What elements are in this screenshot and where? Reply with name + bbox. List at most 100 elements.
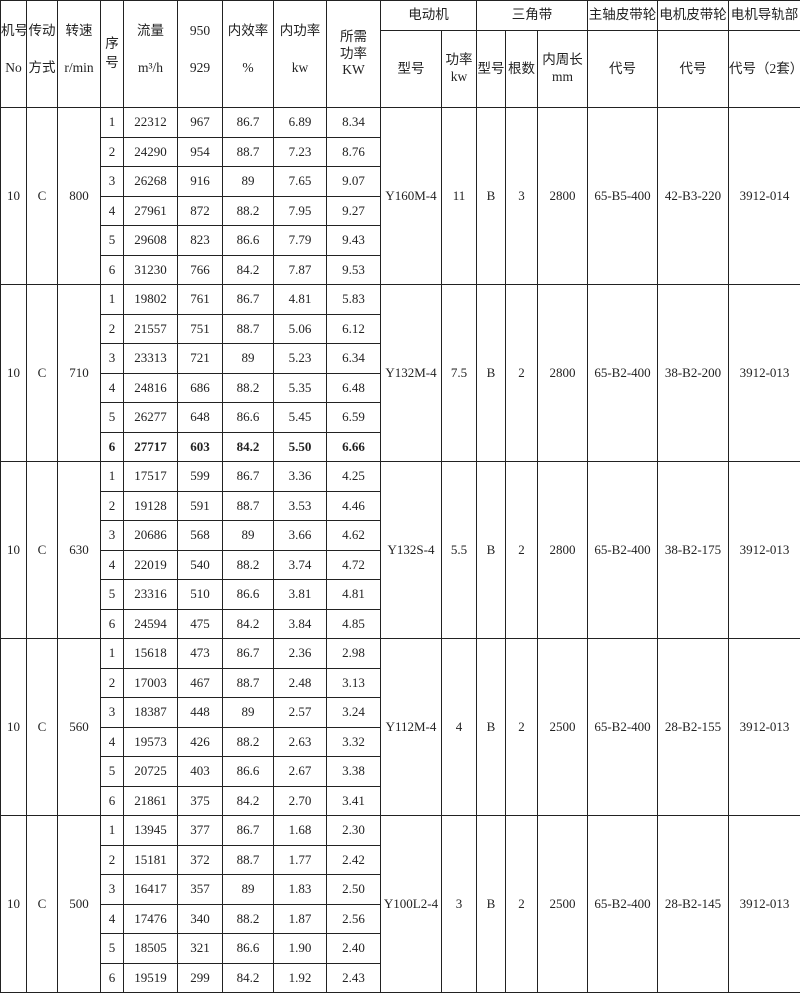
machine-no-cell: 10 bbox=[0, 107, 27, 285]
pressure-cell: 599 bbox=[177, 461, 223, 492]
power-cell: 2.48 bbox=[273, 667, 327, 698]
flow-cell: 17517 bbox=[123, 461, 178, 492]
power-cell: 1.68 bbox=[273, 815, 327, 846]
seq-cell: 4 bbox=[100, 372, 124, 403]
header-motor-pulley: 电机皮带轮 bbox=[657, 0, 730, 31]
header-motor-rail-code: 代号（2套） bbox=[728, 30, 800, 108]
header-motor-model: 型号 bbox=[380, 30, 442, 108]
flow-cell: 13945 bbox=[123, 815, 178, 846]
belt-model-cell: B bbox=[476, 815, 506, 993]
belt-length-cell: 2800 bbox=[536, 461, 589, 639]
required-power-cell: 2.98 bbox=[326, 638, 381, 669]
flow-cell: 18387 bbox=[123, 697, 178, 728]
motor-pulley-cell: 38-B2-175 bbox=[657, 461, 730, 639]
efficiency-cell: 86.7 bbox=[222, 107, 274, 138]
required-power-cell: 3.24 bbox=[326, 697, 381, 728]
required-power-cell: 2.30 bbox=[326, 815, 381, 846]
motor-power-cell: 4 bbox=[441, 638, 477, 816]
required-power-cell: 8.76 bbox=[326, 136, 381, 167]
seq-cell: 2 bbox=[100, 313, 124, 344]
table-row: 6 19519 299 84.2 1.92 2.43 bbox=[1, 962, 800, 993]
efficiency-cell: 88.2 bbox=[222, 726, 274, 757]
flow-cell: 19802 bbox=[123, 284, 178, 315]
flow-cell: 22019 bbox=[123, 549, 178, 580]
speed-cell: 800 bbox=[57, 107, 101, 285]
pressure-cell: 375 bbox=[177, 785, 223, 816]
seq-cell: 1 bbox=[100, 815, 124, 846]
required-power-cell: 6.12 bbox=[326, 313, 381, 344]
header-belt-model: 型号 bbox=[476, 30, 506, 108]
header-spindle-pulley: 主轴皮带轮 bbox=[587, 0, 659, 31]
pressure-cell: 766 bbox=[177, 254, 223, 285]
table-row: 3 26268 916 89 7.65 9.07 bbox=[1, 166, 800, 197]
power-cell: 3.36 bbox=[273, 461, 327, 492]
pressure-cell: 403 bbox=[177, 756, 223, 787]
seq-cell: 1 bbox=[100, 638, 124, 669]
table-row: 10 C 560 1 15618 473 86.7 2.36 2.98 Y112M-4 4 B 2 250… bbox=[0, 638, 800, 816]
power-cell: 7.87 bbox=[273, 254, 327, 285]
pressure-cell: 426 bbox=[177, 726, 223, 757]
pressure-cell: 872 bbox=[177, 195, 223, 226]
belt-count-cell: 2 bbox=[505, 284, 538, 462]
required-power-cell: 2.40 bbox=[326, 933, 381, 964]
power-cell: 1.90 bbox=[273, 933, 327, 964]
seq-cell: 1 bbox=[100, 107, 124, 138]
power-cell: 3.81 bbox=[273, 579, 327, 610]
seq-cell: 2 bbox=[100, 844, 124, 875]
table-row: 4 27961 872 88.2 7.95 9.27 bbox=[1, 195, 800, 226]
header-spindle-pulley-code: 代号 bbox=[587, 30, 659, 108]
spindle-pulley-cell: 65-B2-400 bbox=[587, 461, 659, 639]
table-row: 5 23316 510 86.6 3.81 4.81 bbox=[1, 579, 800, 610]
pressure-cell: 473 bbox=[177, 638, 223, 669]
seq-cell: 6 bbox=[100, 254, 124, 285]
motor-rail-cell: 3912-013 bbox=[728, 638, 800, 816]
flow-cell: 27961 bbox=[123, 195, 178, 226]
pressure-cell: 721 bbox=[177, 343, 223, 374]
header-power: 内功率 kw bbox=[273, 0, 327, 108]
seq-cell: 4 bbox=[100, 726, 124, 757]
drive-cell: C bbox=[26, 815, 58, 993]
efficiency-cell: 88.7 bbox=[222, 490, 274, 521]
efficiency-cell: 86.6 bbox=[222, 402, 274, 433]
motor-pulley-cell: 38-B2-200 bbox=[657, 284, 730, 462]
flow-cell: 26268 bbox=[123, 166, 178, 197]
required-power-cell: 9.43 bbox=[326, 225, 381, 256]
header-belt-count: 根数 bbox=[505, 30, 538, 108]
pressure-cell: 591 bbox=[177, 490, 223, 521]
flow-cell: 26277 bbox=[123, 402, 178, 433]
efficiency-cell: 84.2 bbox=[222, 608, 274, 639]
required-power-cell: 9.07 bbox=[326, 166, 381, 197]
table-row: 5 26277 648 86.6 5.45 6.59 bbox=[1, 402, 800, 433]
header-seq: 序号 bbox=[100, 0, 124, 108]
efficiency-cell: 88.7 bbox=[222, 667, 274, 698]
pressure-cell: 603 bbox=[177, 431, 223, 462]
header-drive: 传动 方式 bbox=[26, 0, 58, 108]
header-machine-no: 机号 No bbox=[0, 0, 27, 108]
flow-cell: 19519 bbox=[123, 962, 178, 993]
efficiency-cell: 88.7 bbox=[222, 136, 274, 167]
efficiency-cell: 84.2 bbox=[222, 254, 274, 285]
pressure-cell: 377 bbox=[177, 815, 223, 846]
power-cell: 1.83 bbox=[273, 874, 327, 905]
header-required-power: 所需 功率 KW bbox=[326, 0, 381, 108]
spindle-pulley-cell: 65-B5-400 bbox=[587, 107, 659, 285]
motor-pulley-cell: 42-B3-220 bbox=[657, 107, 730, 285]
belt-count-cell: 3 bbox=[505, 107, 538, 285]
efficiency-cell: 86.6 bbox=[222, 225, 274, 256]
belt-length-cell: 2500 bbox=[536, 638, 589, 816]
efficiency-cell: 84.2 bbox=[222, 431, 274, 462]
pressure-cell: 299 bbox=[177, 962, 223, 993]
required-power-cell: 6.48 bbox=[326, 372, 381, 403]
flow-cell: 23316 bbox=[123, 579, 178, 610]
table-row: 6 31230 766 84.2 7.87 9.53 bbox=[1, 254, 800, 285]
flow-cell: 24816 bbox=[123, 372, 178, 403]
table-row: 6 24594 475 84.2 3.84 4.85 bbox=[1, 608, 800, 639]
required-power-cell: 5.83 bbox=[326, 284, 381, 315]
flow-cell: 15618 bbox=[123, 638, 178, 669]
flow-cell: 15181 bbox=[123, 844, 178, 875]
seq-cell: 6 bbox=[100, 431, 124, 462]
power-cell: 4.81 bbox=[273, 284, 327, 315]
efficiency-cell: 84.2 bbox=[222, 785, 274, 816]
table-row: 3 16417 357 89 1.83 2.50 bbox=[1, 874, 800, 905]
